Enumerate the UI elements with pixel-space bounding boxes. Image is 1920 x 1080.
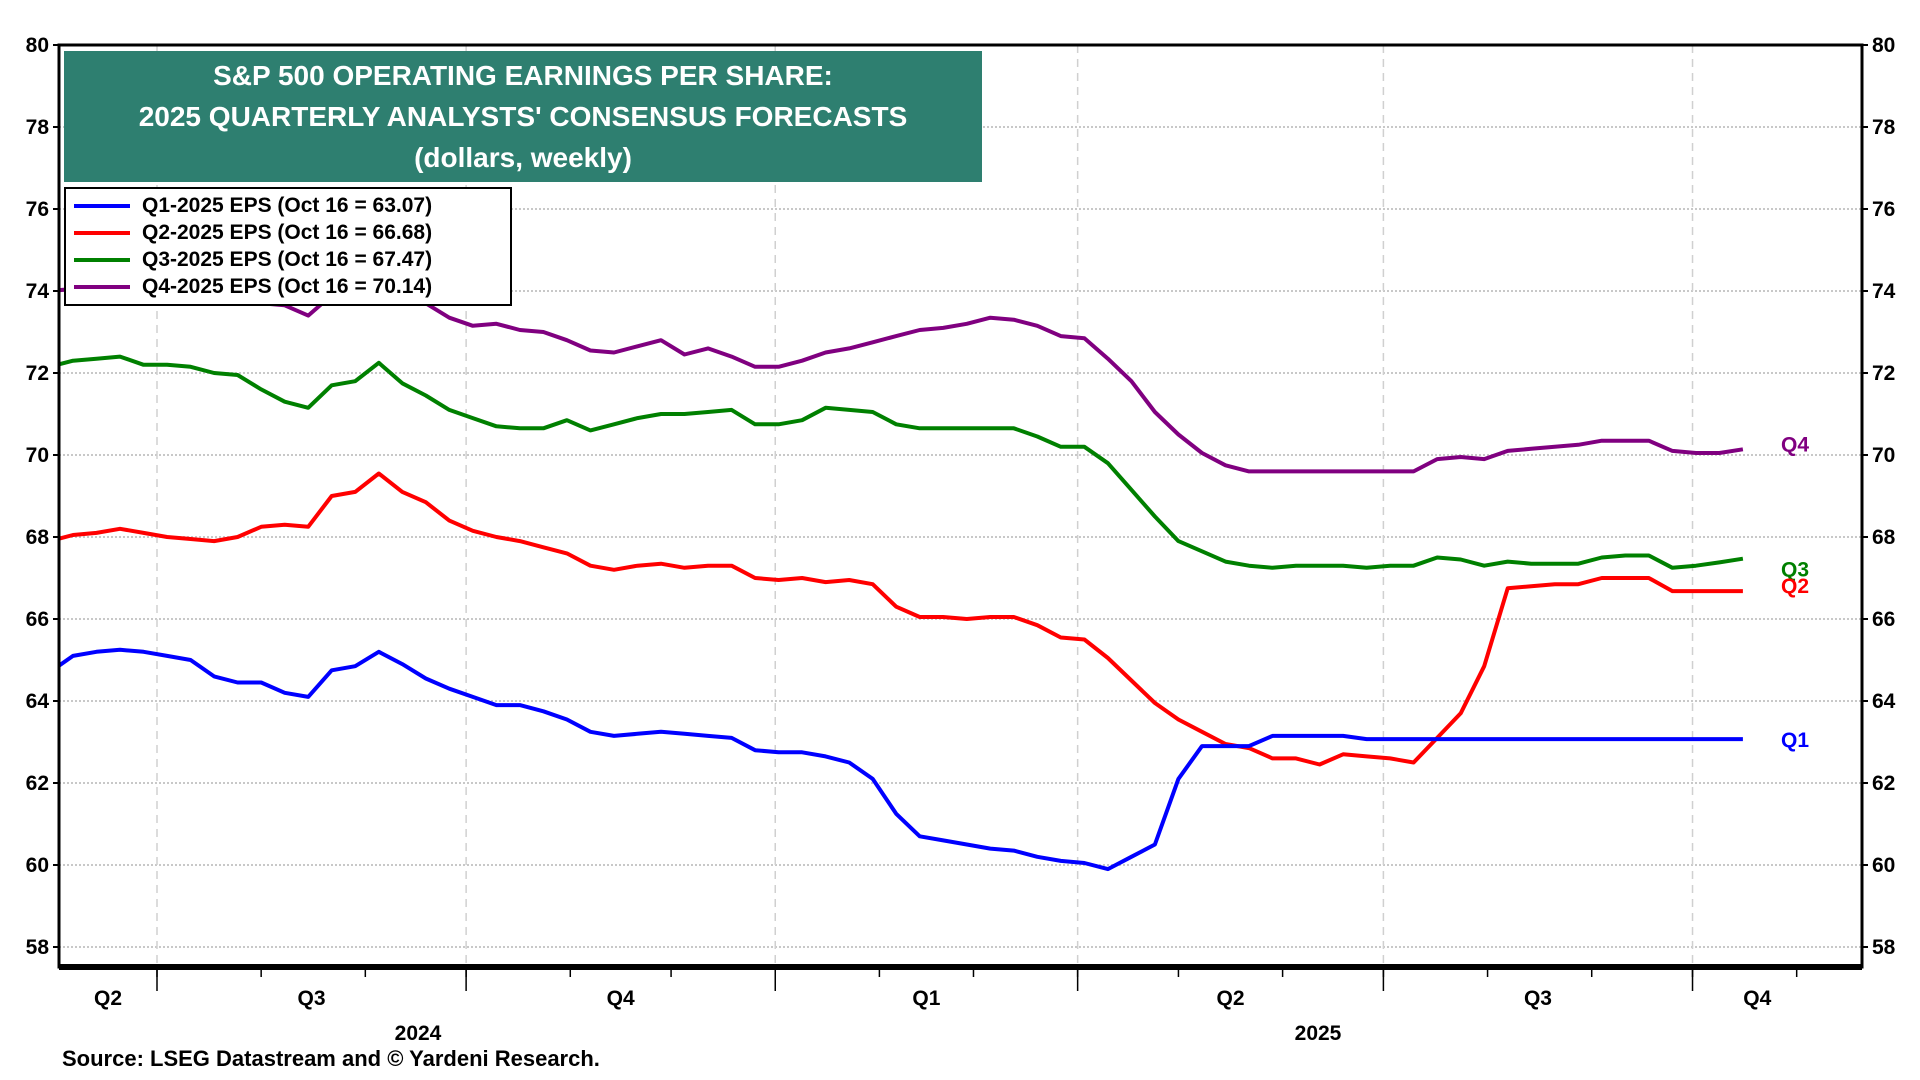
source-note: Source: LSEG Datastream and © Yardeni Re… bbox=[62, 1046, 600, 1071]
series-line-q1 bbox=[59, 647, 1743, 872]
x-quarter-label: Q4 bbox=[1743, 987, 1771, 1010]
y-tick-label-left: 72 bbox=[26, 362, 49, 385]
series-end-label: Q1 bbox=[1781, 729, 1809, 752]
legend-label: Q2-2025 EPS (Oct 16 = 66.68) bbox=[142, 220, 433, 244]
x-quarter-label: Q2 bbox=[94, 987, 122, 1010]
y-tick-label-right: 58 bbox=[1872, 936, 1896, 959]
y-tick-label-left: 68 bbox=[26, 526, 50, 549]
legend-label: Q4-2025 EPS (Oct 16 = 70.14) bbox=[142, 274, 433, 298]
legend-item-q2: Q2-2025 EPS (Oct 16 = 66.68) bbox=[74, 219, 502, 246]
y-tick-label-left: 70 bbox=[26, 444, 49, 467]
chart-title: S&P 500 OPERATING EARNINGS PER SHARE: 20… bbox=[64, 51, 982, 182]
y-tick-label-right: 62 bbox=[1872, 772, 1895, 795]
y-tick-label-left: 64 bbox=[26, 690, 50, 713]
y-tick-label-right: 74 bbox=[1872, 280, 1896, 303]
series-end-label: Q2 bbox=[1781, 575, 1809, 598]
y-tick-label-left: 58 bbox=[26, 936, 50, 959]
plot-frame bbox=[57, 43, 1864, 969]
x-quarter-label: Q3 bbox=[298, 987, 326, 1010]
y-tick-label-left: 66 bbox=[26, 608, 49, 631]
y-tick-label-right: 72 bbox=[1872, 362, 1895, 385]
legend-swatch bbox=[74, 230, 130, 235]
legend-swatch bbox=[74, 284, 130, 289]
y-tick-label-right: 66 bbox=[1872, 608, 1895, 631]
title-line-3: (dollars, weekly) bbox=[414, 142, 632, 173]
y-tick-label-left: 78 bbox=[26, 116, 50, 139]
series-line-q4 bbox=[59, 284, 1744, 474]
x-quarter-label: Q1 bbox=[912, 987, 940, 1010]
series-line-q3 bbox=[59, 354, 1744, 570]
legend-item-q1: Q1-2025 EPS (Oct 16 = 63.07) bbox=[74, 192, 502, 219]
y-tick-label-right: 70 bbox=[1872, 444, 1895, 467]
y-tick-label-right: 64 bbox=[1872, 690, 1896, 713]
y-tick-label-left: 62 bbox=[26, 772, 49, 795]
legend-item-q3: Q3-2025 EPS (Oct 16 = 67.47) bbox=[74, 246, 502, 273]
legend-swatch bbox=[74, 203, 130, 208]
legend: Q1-2025 EPS (Oct 16 = 63.07) Q2-2025 EPS… bbox=[64, 187, 512, 306]
x-quarter-label: Q2 bbox=[1217, 987, 1245, 1010]
title-line-2: 2025 QUARTERLY ANALYSTS' CONSENSUS FOREC… bbox=[138, 101, 908, 132]
y-tick-label-right: 80 bbox=[1872, 34, 1895, 57]
series-line-q2 bbox=[59, 471, 1743, 767]
legend-label: Q3-2025 EPS (Oct 16 = 67.47) bbox=[142, 247, 433, 271]
y-tick-label-left: 74 bbox=[26, 280, 50, 303]
y-tick-label-left: 80 bbox=[26, 34, 49, 57]
y-tick-label-right: 60 bbox=[1872, 854, 1895, 877]
y-tick-label-left: 60 bbox=[26, 854, 49, 877]
x-year-label: 2025 bbox=[1295, 1022, 1342, 1045]
y-tick-label-left: 76 bbox=[26, 198, 49, 221]
y-tick-label-right: 76 bbox=[1872, 198, 1895, 221]
y-tick-label-right: 78 bbox=[1872, 116, 1896, 139]
x-year-label: 2024 bbox=[395, 1022, 442, 1045]
legend-label: Q1-2025 EPS (Oct 16 = 63.07) bbox=[142, 193, 433, 217]
legend-item-q4: Q4-2025 EPS (Oct 16 = 70.14) bbox=[74, 273, 502, 300]
title-line-1: S&P 500 OPERATING EARNINGS PER SHARE: bbox=[213, 60, 833, 91]
y-tick-label-right: 68 bbox=[1872, 526, 1896, 549]
series-end-label: Q3 bbox=[1781, 559, 1809, 582]
series-end-label: Q4 bbox=[1781, 433, 1809, 456]
legend-swatch bbox=[74, 257, 130, 262]
x-quarter-label: Q3 bbox=[1524, 987, 1552, 1010]
x-quarter-label: Q4 bbox=[607, 987, 635, 1010]
